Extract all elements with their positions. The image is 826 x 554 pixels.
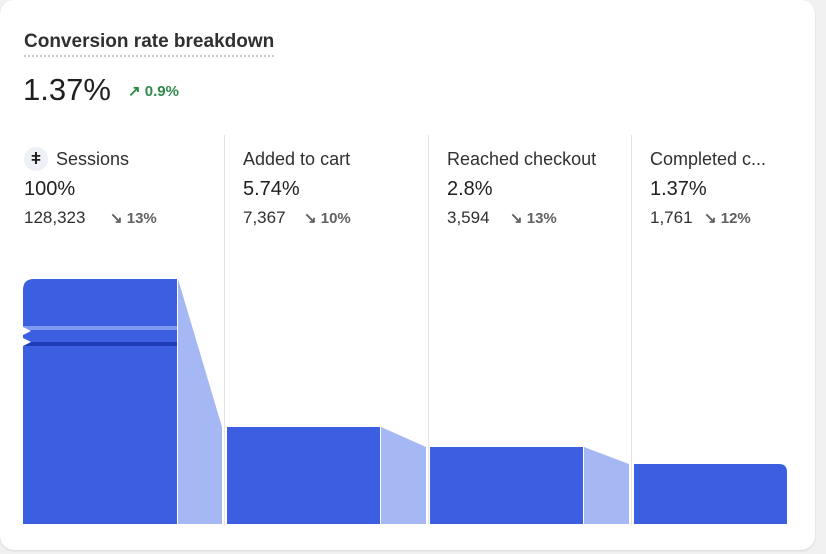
conversion-rate-change: ↗ 0.9% [128,83,179,100]
stage-name: Completed c... [650,149,767,169]
stage-name: Added to cart [243,149,351,169]
stage-column-completed: Completed c... 1.37% 1,761 ↘ 12% [631,135,815,525]
stage-drop: ↘ 13% [510,210,557,227]
stage-column-checkout: Reached checkout 2.8% 3,594 ↘ 13% [428,135,632,525]
stage-count: 3,594 [447,208,490,227]
funnel-marker [23,338,31,346]
sessions-icon: ǂ [24,147,48,171]
funnel-bar-sessions-stripe [23,326,177,330]
card-title[interactable]: Conversion rate breakdown [24,31,275,57]
funnel-connector-2 [381,427,426,524]
stage-drop: ↘ 12% [704,210,751,227]
stage-percent: 1.37% [650,178,707,200]
funnel-bar-sessions-stripe [23,342,177,346]
stage-count: 1,761 [650,208,693,227]
funnel-bar-sessions[interactable] [23,279,177,524]
stage-count: 128,323 [24,208,86,227]
stage-name: Sessions [56,149,130,169]
conversion-rate-value: 1.37% [23,72,111,107]
stage-drop: ↘ 13% [110,210,157,227]
stage-column-cart: Added to cart 5.74% 7,367 ↘ 10% [224,135,429,525]
funnel-chart [23,279,787,524]
funnel-bar-completed[interactable] [634,464,787,524]
stage-percent: 2.8% [447,178,493,200]
stage-name: Reached checkout [447,149,597,169]
funnel-bar-checkout[interactable] [430,447,583,524]
stage-percent: 5.74% [243,178,300,200]
funnel-marker [23,327,31,335]
stage-column-sessions: Sessions 100% 128,323 ↘ 13% [0,135,224,525]
conversion-card: Conversion rate breakdown 1.37% ↗ 0.9% S… [0,0,815,550]
stage-count: 7,367 [243,208,286,227]
funnel-bar-cart[interactable] [227,427,380,524]
funnel-connector-3 [584,447,629,524]
stage-drop: ↘ 10% [304,210,351,227]
funnel-connector-1 [178,279,222,524]
stage-percent: 100% [24,178,76,200]
